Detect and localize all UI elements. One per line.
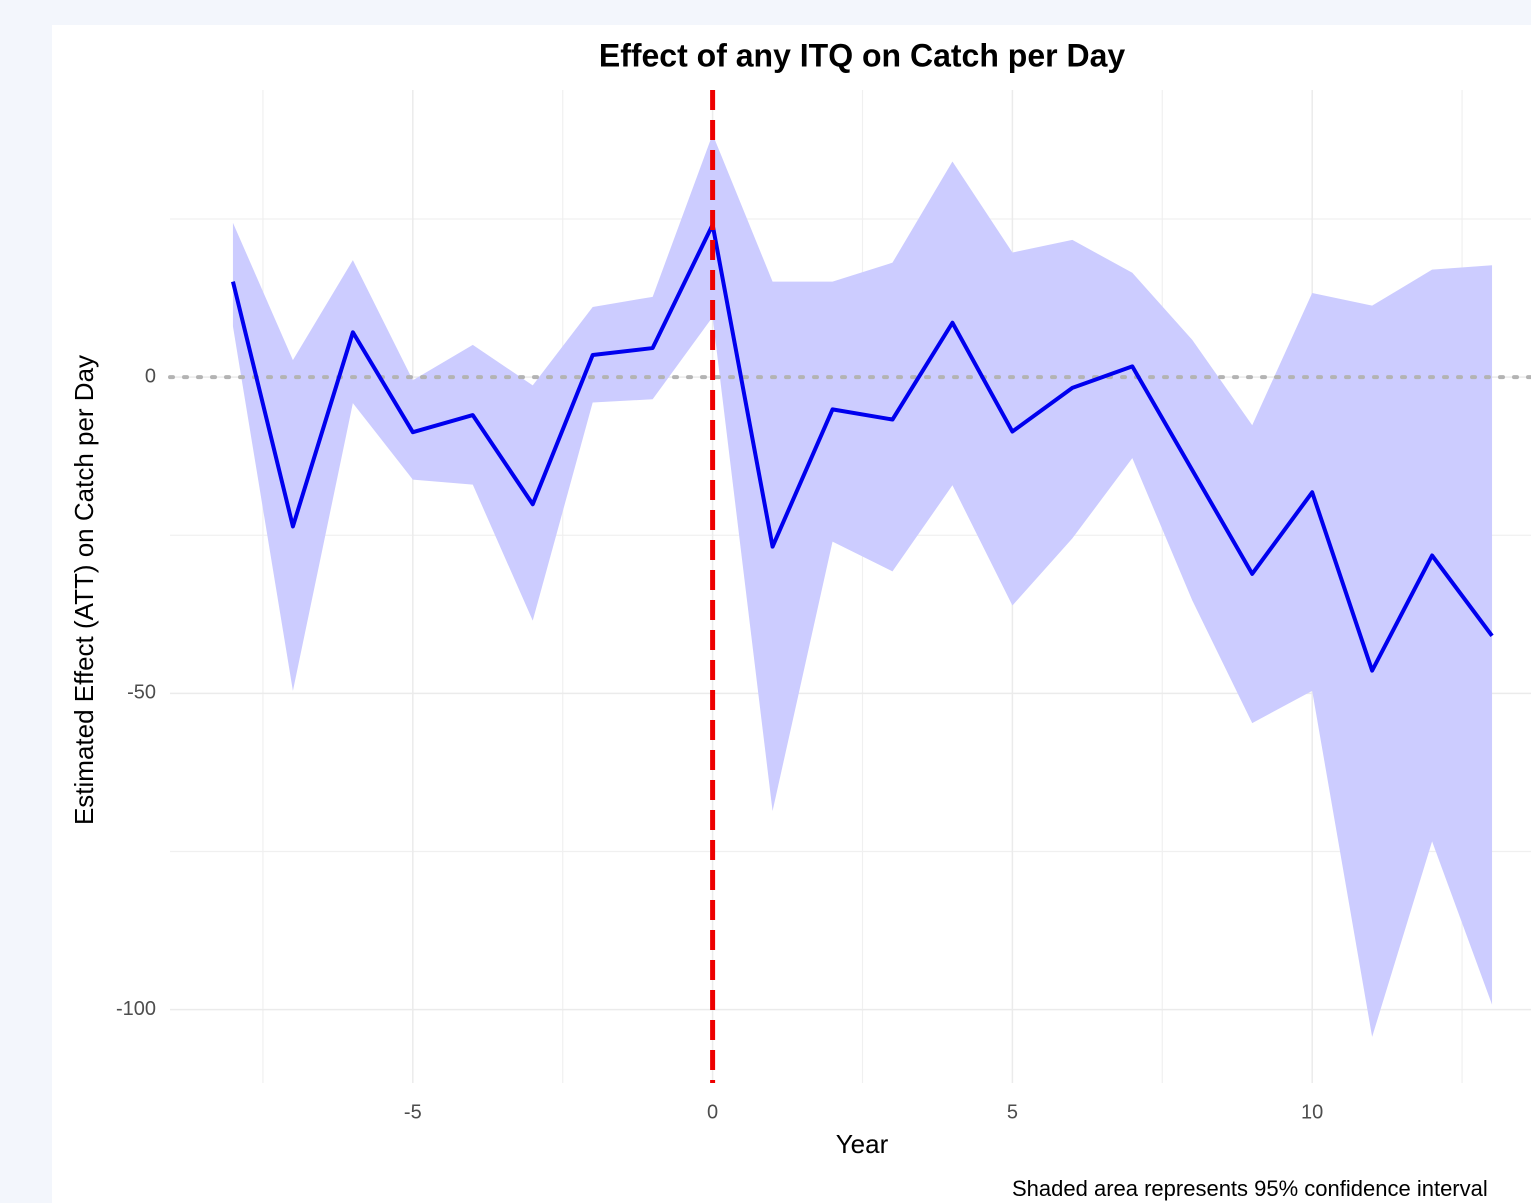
x-tick-label: 5 bbox=[1007, 1101, 1018, 1123]
x-tick-label: 0 bbox=[707, 1101, 718, 1123]
y-tick-label: -100 bbox=[116, 998, 156, 1020]
x-tick-label: -5 bbox=[404, 1101, 422, 1123]
confidence-band bbox=[232, 134, 1493, 1037]
x-tick-label: 10 bbox=[1301, 1101, 1323, 1123]
caption: Shaded area represents 95% confidence in… bbox=[1012, 1176, 1488, 1201]
effect-line bbox=[231, 222, 1494, 673]
y-tick-label: -50 bbox=[127, 682, 156, 704]
y-tick-label: 0 bbox=[145, 365, 156, 387]
y-axis-label: Estimated Effect (ATT) on Catch per Day bbox=[69, 355, 99, 825]
chart-title: Effect of any ITQ on Catch per Day bbox=[599, 37, 1126, 73]
x-axis-label: Year bbox=[836, 1129, 889, 1159]
